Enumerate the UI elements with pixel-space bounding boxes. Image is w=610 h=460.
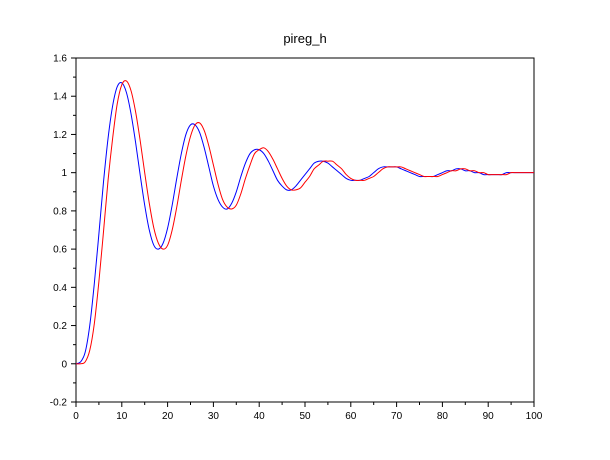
y-tick-label: 0.6	[53, 245, 67, 256]
x-tick-label: 60	[345, 411, 357, 422]
y-tick-label: 1.4	[53, 92, 67, 103]
chart-title: pireg_h	[283, 31, 326, 46]
y-tick-label: 0.2	[53, 321, 67, 332]
plot-area	[75, 57, 535, 403]
x-tick-label: 50	[299, 411, 311, 422]
x-tick-label: 80	[437, 411, 449, 422]
x-tick-label: 90	[483, 411, 495, 422]
x-tick-label: 70	[391, 411, 403, 422]
x-tick-label: 10	[116, 411, 128, 422]
series-line-2	[75, 80, 534, 365]
y-tick-label: 1	[61, 168, 67, 179]
x-tick-label: 20	[162, 411, 174, 422]
y-axis: -0.2 0 0.2 0.4 0.6 0.8 1 1.2 1.4 1.6	[50, 54, 76, 409]
x-axis: 0 10 20 30 40 50 60 70 80 90 100	[73, 402, 543, 422]
x-tick-label: 30	[208, 411, 220, 422]
x-tick-label: 0	[73, 411, 79, 422]
series-layer	[75, 80, 534, 365]
x-tick-label: 40	[254, 411, 266, 422]
y-tick-label: 1.6	[53, 54, 67, 65]
y-tick-label: 0.8	[53, 206, 67, 217]
y-tick-label: 1.2	[53, 130, 67, 141]
y-tick-label: 0	[61, 359, 67, 370]
x-tick-label: 100	[526, 411, 543, 422]
y-tick-label: -0.2	[50, 398, 68, 409]
series-line-1	[75, 82, 534, 365]
y-tick-label: 0.4	[53, 283, 67, 294]
